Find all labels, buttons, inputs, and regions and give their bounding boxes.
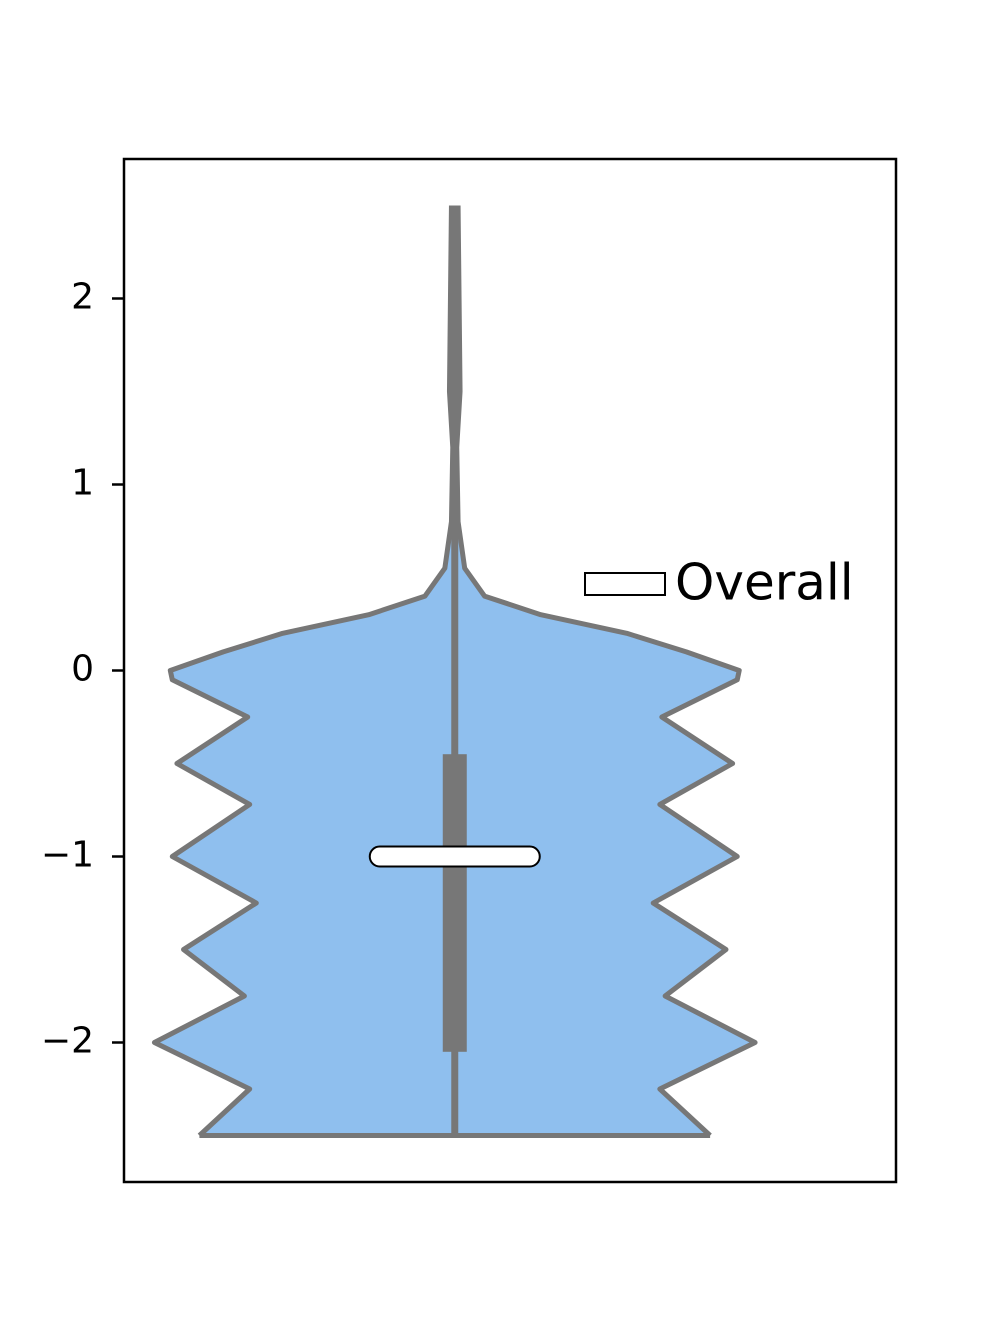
y-tick-label: −2 [41, 1021, 94, 1062]
box [442, 754, 467, 1052]
violin-outline-right [454, 205, 758, 1138]
violin-outline-left [151, 205, 456, 1138]
y-tick-label: 1 [71, 463, 94, 504]
legend-patch [584, 572, 666, 596]
y-tick-label: 0 [71, 649, 94, 690]
legend-label: Overall [675, 554, 854, 612]
median [368, 845, 541, 868]
y-tick-label: −1 [41, 835, 94, 876]
y-tick-label: 2 [71, 277, 94, 318]
